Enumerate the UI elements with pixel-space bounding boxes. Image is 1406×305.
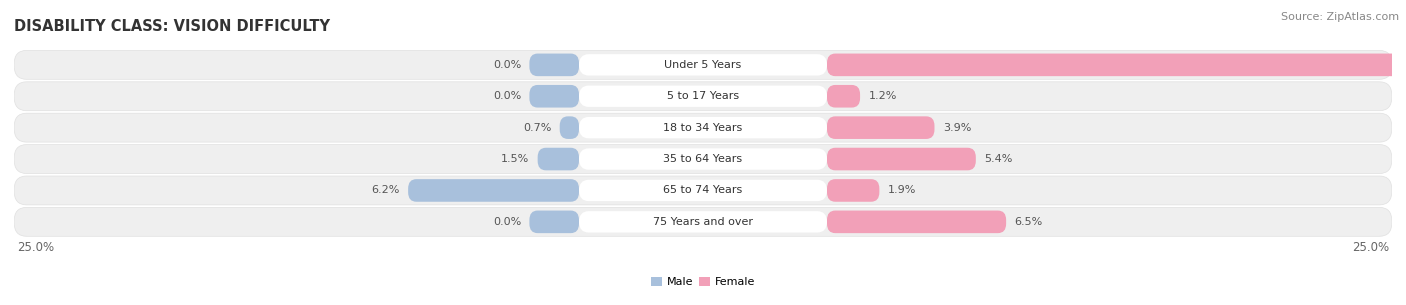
Text: 6.2%: 6.2% (371, 185, 399, 196)
FancyBboxPatch shape (827, 116, 935, 139)
FancyBboxPatch shape (579, 86, 827, 107)
Text: 5.4%: 5.4% (984, 154, 1012, 164)
Text: 35 to 64 Years: 35 to 64 Years (664, 154, 742, 164)
Text: 75 Years and over: 75 Years and over (652, 217, 754, 227)
FancyBboxPatch shape (14, 207, 1392, 236)
Text: 5 to 17 Years: 5 to 17 Years (666, 91, 740, 101)
FancyBboxPatch shape (14, 145, 1392, 174)
FancyBboxPatch shape (530, 210, 579, 233)
Text: 0.7%: 0.7% (523, 123, 551, 133)
Text: 25.0%: 25.0% (17, 241, 53, 254)
FancyBboxPatch shape (579, 148, 827, 170)
FancyBboxPatch shape (827, 54, 1406, 76)
FancyBboxPatch shape (537, 148, 579, 170)
Text: Source: ZipAtlas.com: Source: ZipAtlas.com (1281, 12, 1399, 22)
FancyBboxPatch shape (827, 148, 976, 170)
Text: 1.5%: 1.5% (501, 154, 530, 164)
Text: 0.0%: 0.0% (494, 91, 522, 101)
Text: 1.9%: 1.9% (887, 185, 917, 196)
Text: 0.0%: 0.0% (494, 60, 522, 70)
Text: 25.0%: 25.0% (1353, 241, 1389, 254)
Text: 1.2%: 1.2% (869, 91, 897, 101)
FancyBboxPatch shape (579, 54, 827, 76)
Text: DISABILITY CLASS: VISION DIFFICULTY: DISABILITY CLASS: VISION DIFFICULTY (14, 19, 330, 34)
FancyBboxPatch shape (14, 113, 1392, 142)
Text: 0.0%: 0.0% (494, 217, 522, 227)
Text: 6.5%: 6.5% (1014, 217, 1043, 227)
FancyBboxPatch shape (579, 180, 827, 201)
Text: Under 5 Years: Under 5 Years (665, 60, 741, 70)
FancyBboxPatch shape (827, 179, 879, 202)
FancyBboxPatch shape (408, 179, 579, 202)
FancyBboxPatch shape (827, 85, 860, 108)
FancyBboxPatch shape (14, 176, 1392, 205)
FancyBboxPatch shape (560, 116, 579, 139)
Legend: Male, Female: Male, Female (647, 272, 759, 292)
FancyBboxPatch shape (14, 82, 1392, 111)
FancyBboxPatch shape (827, 210, 1007, 233)
FancyBboxPatch shape (530, 85, 579, 108)
Text: 3.9%: 3.9% (943, 123, 972, 133)
Text: 18 to 34 Years: 18 to 34 Years (664, 123, 742, 133)
FancyBboxPatch shape (14, 50, 1392, 79)
FancyBboxPatch shape (530, 54, 579, 76)
Text: 65 to 74 Years: 65 to 74 Years (664, 185, 742, 196)
FancyBboxPatch shape (579, 117, 827, 138)
FancyBboxPatch shape (579, 211, 827, 232)
